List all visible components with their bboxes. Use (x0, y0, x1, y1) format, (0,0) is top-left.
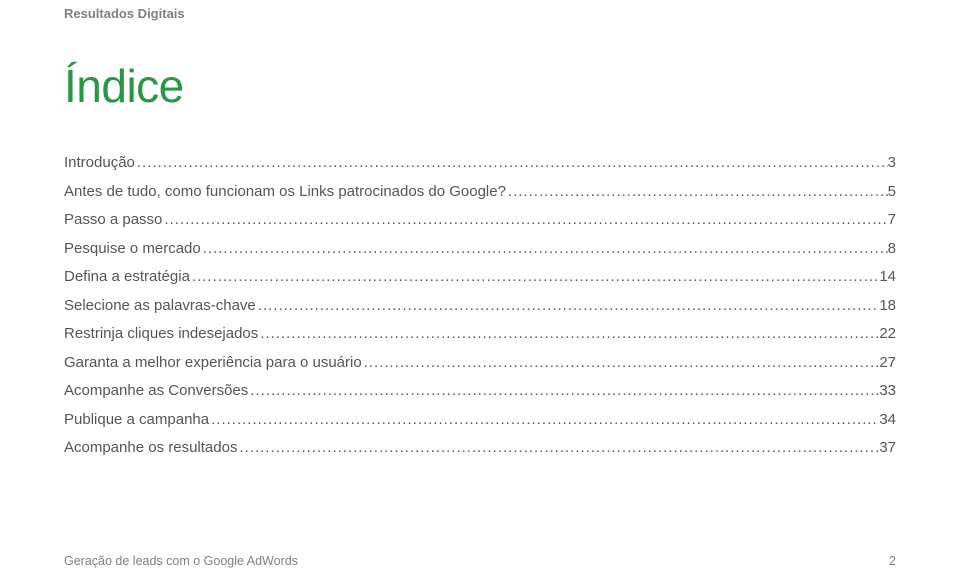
toc-page-number: 5 (888, 178, 896, 207)
toc-page-number: 3 (888, 149, 896, 178)
toc-page-number: 27 (879, 349, 896, 378)
toc-leader-dots (258, 320, 879, 349)
toc-row: Selecione as palavras-chave 18 (64, 292, 896, 321)
toc-leader-dots (209, 406, 879, 435)
toc-label: Garanta a melhor experiência para o usuá… (64, 349, 362, 378)
toc-row: Passo a passo 7 (64, 206, 896, 235)
table-of-contents: Introdução 3 Antes de tudo, como funcionam… (64, 149, 896, 463)
toc-row: Antes de tudo, como funcionam os Links p… (64, 178, 896, 207)
toc-page-number: 7 (888, 206, 896, 235)
toc-label: Publique a campanha (64, 406, 209, 435)
page-title: Índice (64, 59, 896, 113)
toc-leader-dots (237, 434, 879, 463)
toc-leader-dots (256, 292, 880, 321)
toc-label: Acompanhe as Conversões (64, 377, 248, 406)
toc-leader-dots (162, 206, 887, 235)
toc-label: Pesquise o mercado (64, 235, 201, 264)
toc-page-number: 18 (879, 292, 896, 321)
toc-label: Defina a estratégia (64, 263, 190, 292)
toc-leader-dots (135, 149, 888, 178)
toc-leader-dots (190, 263, 879, 292)
page-footer: Geração de leads com o Google AdWords 2 (64, 554, 896, 568)
document-page: Resultados Digitais Índice Introdução 3 An… (0, 0, 960, 463)
toc-label: Selecione as palavras-chave (64, 292, 256, 321)
toc-row: Introdução 3 (64, 149, 896, 178)
toc-leader-dots (362, 349, 880, 378)
toc-row: Acompanhe os resultados 37 (64, 434, 896, 463)
toc-row: Pesquise o mercado 8 (64, 235, 896, 264)
brand-name: Resultados Digitais (64, 6, 896, 21)
toc-label: Passo a passo (64, 206, 162, 235)
toc-row: Publique a campanha 34 (64, 406, 896, 435)
footer-text: Geração de leads com o Google AdWords (64, 554, 298, 568)
toc-row: Restrinja cliques indesejados 22 (64, 320, 896, 349)
toc-label: Antes de tudo, como funcionam os Links p… (64, 178, 506, 207)
toc-label: Acompanhe os resultados (64, 434, 237, 463)
toc-page-number: 33 (879, 377, 896, 406)
toc-page-number: 22 (879, 320, 896, 349)
toc-leader-dots (506, 178, 888, 207)
toc-page-number: 34 (879, 406, 896, 435)
toc-row: Garanta a melhor experiência para o usuá… (64, 349, 896, 378)
toc-leader-dots (201, 235, 888, 264)
toc-leader-dots (248, 377, 879, 406)
toc-label: Restrinja cliques indesejados (64, 320, 258, 349)
footer-page-number: 2 (889, 554, 896, 568)
toc-row: Defina a estratégia 14 (64, 263, 896, 292)
toc-page-number: 8 (888, 235, 896, 264)
toc-row: Acompanhe as Conversões 33 (64, 377, 896, 406)
toc-page-number: 14 (879, 263, 896, 292)
toc-page-number: 37 (879, 434, 896, 463)
toc-label: Introdução (64, 149, 135, 178)
